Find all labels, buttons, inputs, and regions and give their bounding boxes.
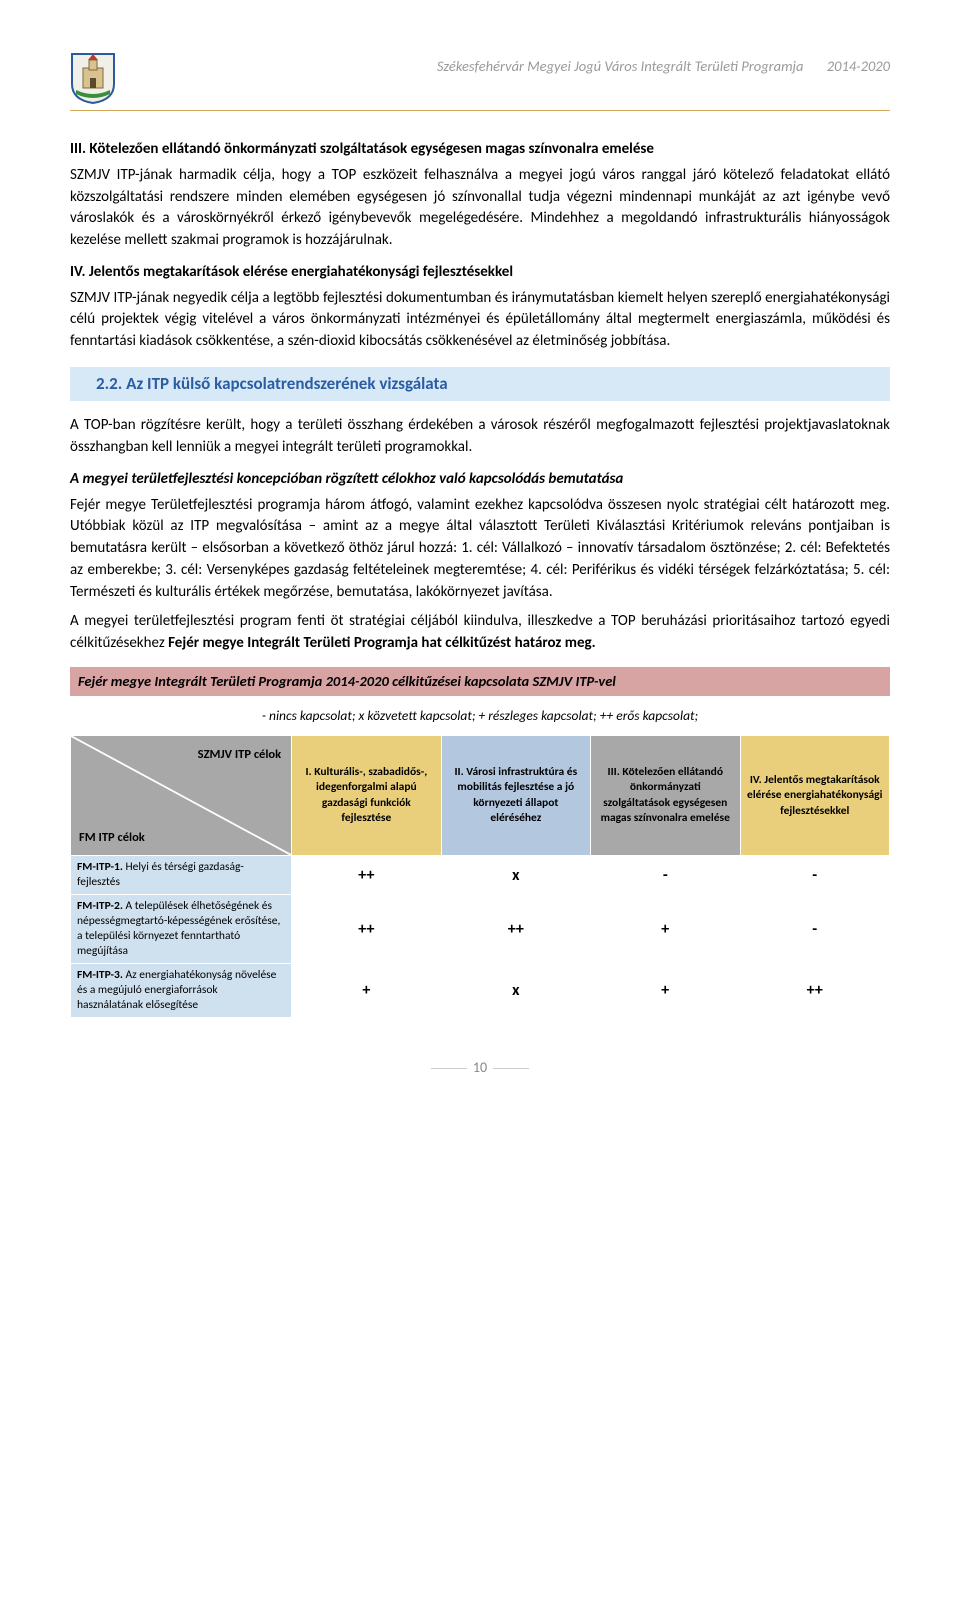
page-header: Székesfehérvár Megyei Jogú Város Integrá… (70, 50, 890, 111)
cell: ++ (740, 964, 890, 1018)
header-title: Székesfehérvár Megyei Jogú Város Integrá… (128, 50, 890, 77)
cell: x (441, 856, 590, 895)
col-head-2: II. Városi infrastruktúra és mobilitás f… (441, 736, 590, 856)
row-head-2: FM-ITP-2. A települések élhetőségének és… (71, 895, 292, 964)
row-head-1: FM-ITP-1. Helyi és térségi gazdaság-fejl… (71, 856, 292, 895)
cell: + (591, 964, 740, 1018)
table-banner: Fejér megye Integrált Területi Programja… (70, 667, 890, 696)
section-3-title: III. Kötelezően ellátandó önkormányzati … (70, 139, 890, 161)
diag-top-label: SZMJV ITP célok (198, 746, 281, 764)
table-row: FM-ITP-2. A települések élhetőségének és… (71, 895, 890, 964)
sub22-italic-heading: A megyei területfejlesztési koncepcióban… (70, 469, 890, 491)
section-4-title: IV. Jelentős megtakarítások elérése ener… (70, 262, 890, 284)
diag-bot-label: FM ITP célok (79, 829, 145, 847)
section-4-para: SZMJV ITP-jának negyedik célja a legtöbb… (70, 288, 890, 353)
col-head-1: I. Kulturális-, szabadidős-, idegenforga… (292, 736, 441, 856)
col-head-4: IV. Jelentős megtakarítások elérése ener… (740, 736, 890, 856)
sub22-p2: Fejér megye Területfejlesztési programja… (70, 495, 890, 604)
cell: - (740, 895, 890, 964)
table-row: FM-ITP-1. Helyi és térségi gazdaság-fejl… (71, 856, 890, 895)
diagonal-header-cell: SZMJV ITP célok FM ITP célok (71, 736, 292, 856)
cell: x (441, 964, 590, 1018)
page-number: 10 (70, 1058, 890, 1078)
cell: + (591, 895, 740, 964)
cell: - (740, 856, 890, 895)
table-row: FM-ITP-3. Az energiahatékonyság növelése… (71, 964, 890, 1018)
col-head-3: III. Kötelezően ellátandó önkormányzati … (591, 736, 740, 856)
cell: ++ (292, 895, 441, 964)
header-years: 2014-2020 (827, 57, 890, 75)
cell: ++ (292, 856, 441, 895)
cell: ++ (441, 895, 590, 964)
subsection-2-2-heading: 2.2. Az ITP külső kapcsolatrendszerének … (70, 367, 890, 402)
relation-table: SZMJV ITP célok FM ITP célok I. Kulturál… (70, 735, 890, 1017)
table-legend: - nincs kapcsolat; x közvetett kapcsolat… (70, 706, 890, 726)
city-crest-icon (70, 50, 116, 104)
sub22-p3: A megyei területfejlesztési program fent… (70, 611, 890, 655)
sub22-p3b: Fejér megye Integrált Területi Programja… (168, 634, 596, 652)
sub22-p1: A TOP-ban rögzítésre került, hogy a terü… (70, 415, 890, 459)
section-3-para: SZMJV ITP-jának harmadik célja, hogy a T… (70, 165, 890, 252)
page-number-value: 10 (473, 1059, 487, 1076)
row-head-3: FM-ITP-3. Az energiahatékonyság növelése… (71, 964, 292, 1018)
cell: - (591, 856, 740, 895)
header-title-text: Székesfehérvár Megyei Jogú Város Integrá… (437, 57, 804, 75)
cell: + (292, 964, 441, 1018)
